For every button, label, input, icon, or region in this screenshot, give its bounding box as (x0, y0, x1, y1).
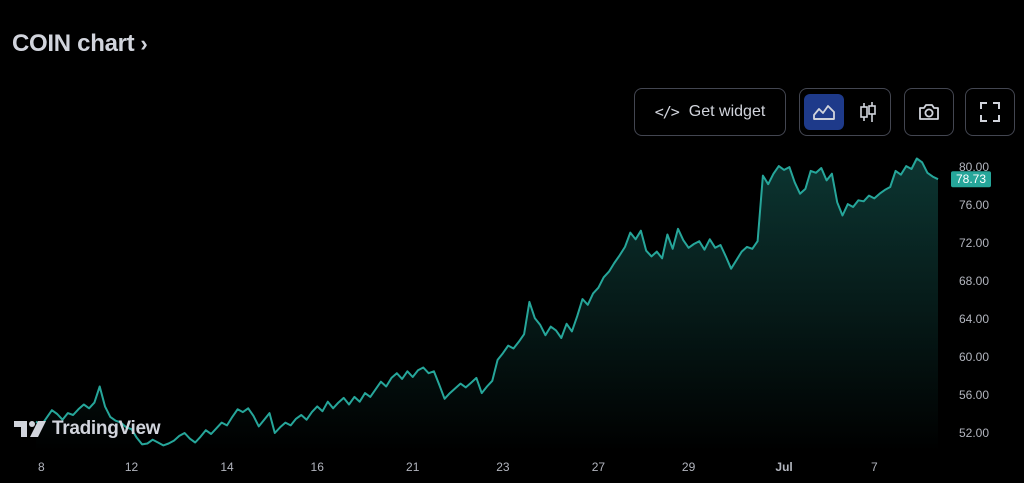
fullscreen-button[interactable] (965, 88, 1015, 136)
price-line (35, 157, 939, 447)
area-chart-toggle[interactable] (804, 94, 844, 130)
snapshot-button[interactable] (904, 88, 954, 136)
y-tick-label: 72.00 (959, 236, 989, 250)
chevron-right-icon: › (140, 31, 148, 56)
candlestick-icon (860, 102, 876, 122)
y-tick-label: 60.00 (959, 350, 989, 364)
price-area-fill (36, 158, 938, 452)
x-tick-label: 12 (125, 460, 139, 474)
code-icon: </> (654, 103, 680, 121)
page-title[interactable]: COIN chart › (12, 30, 148, 58)
x-tick-label: 27 (592, 460, 606, 474)
x-tick-label: 23 (496, 460, 510, 474)
get-widget-label: Get widget (688, 103, 766, 120)
x-axis: 8 12 14 16 21 23 27 29 Jul 7 (38, 460, 878, 474)
tradingview-logo[interactable]: TradingView (14, 418, 161, 440)
x-tick-label: 16 (311, 460, 325, 474)
y-tick-label: 56.00 (959, 388, 989, 402)
logo-text: TradingView (52, 418, 161, 439)
y-tick-label: 68.00 (959, 274, 989, 288)
last-price-tag: 78.73 (951, 171, 991, 188)
area-chart-icon (813, 105, 835, 120)
y-axis: 52.00 56.00 60.00 64.00 68.00 72.00 76.00 80.00 (959, 160, 989, 440)
fullscreen-icon (980, 102, 1000, 122)
chart-style-toggle (799, 88, 891, 136)
y-tick-label: 64.00 (959, 312, 989, 326)
x-tick-label: 21 (406, 460, 420, 474)
y-tick-label: 80.00 (959, 160, 989, 174)
chart-title-text: COIN chart (12, 30, 135, 57)
y-tick-label: 52.00 (959, 426, 989, 440)
x-tick-label: 8 (38, 460, 45, 474)
x-tick-label: 14 (220, 460, 234, 474)
last-price-tag-bg (951, 171, 991, 188)
x-tick-label: Jul (775, 460, 792, 474)
camera-icon (919, 104, 939, 120)
y-tick-label: 76.00 (959, 198, 989, 212)
last-price-label: 78.73 (956, 172, 986, 186)
get-widget-button[interactable]: </> Get widget (634, 88, 786, 136)
candlestick-toggle[interactable] (848, 94, 888, 130)
x-tick-label: 29 (682, 460, 696, 474)
x-tick-label: 7 (871, 460, 878, 474)
tradingview-logo-icon (14, 421, 46, 437)
